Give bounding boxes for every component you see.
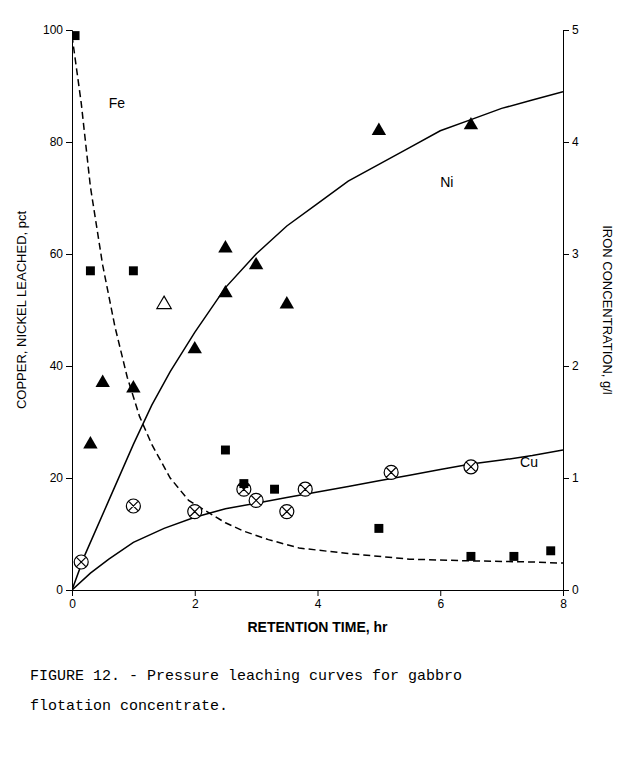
point — [239, 479, 248, 488]
tick-mark — [66, 590, 72, 591]
tick: 1 — [563, 471, 579, 485]
point — [221, 446, 230, 455]
annotation: Ni — [440, 174, 453, 190]
tick: 4 — [563, 135, 579, 149]
point — [249, 493, 263, 507]
tick-label: 1 — [572, 471, 579, 485]
tick: 0 — [69, 590, 76, 611]
tick: 100 — [43, 23, 72, 37]
y2-axis-title: IRON CONCENTRATION, g/l — [600, 225, 615, 395]
y-axis-title: COPPER, NICKEL LEACHED, pct — [14, 211, 29, 410]
point — [188, 341, 202, 353]
tick-mark — [563, 142, 569, 143]
axis-line — [73, 591, 564, 597]
tick-label: 6 — [437, 597, 444, 611]
point — [509, 552, 518, 561]
tick-mark — [66, 142, 72, 143]
tick: 60 — [50, 247, 72, 261]
point — [280, 505, 294, 519]
point — [157, 296, 171, 308]
tick-label: 2 — [192, 597, 199, 611]
point — [218, 285, 232, 297]
tick-mark — [195, 590, 196, 596]
chart: 02468020406080100012345NiCuFeRETENTION T… — [0, 0, 635, 772]
point — [270, 485, 279, 494]
x-axis-title: RETENTION TIME, hr — [248, 619, 389, 635]
tick: 2 — [563, 359, 579, 373]
point — [126, 380, 140, 392]
point — [464, 460, 478, 474]
axis-line — [66, 31, 73, 591]
tick: 0 — [563, 583, 579, 597]
point — [83, 436, 97, 448]
tick-label: 3 — [572, 247, 579, 261]
point — [249, 257, 263, 269]
point — [374, 524, 383, 533]
point — [188, 505, 202, 519]
point — [218, 240, 232, 252]
tick-label: 60 — [50, 247, 64, 261]
y2-axis: 0 1 2 3 4 5 — [563, 23, 579, 597]
tick-mark — [66, 478, 72, 479]
tick: 20 — [50, 471, 72, 485]
point — [74, 555, 88, 569]
tick-mark — [563, 590, 569, 591]
tick-label: 5 — [572, 23, 579, 37]
point — [86, 266, 95, 275]
tick-label: 2 — [572, 359, 579, 373]
tick-label: 100 — [43, 23, 63, 37]
line — [72, 450, 563, 590]
plot: 02468020406080100012345NiCuFeRETENTION T… — [14, 23, 615, 635]
axis-line — [564, 31, 570, 591]
point — [126, 499, 140, 513]
point — [280, 296, 294, 308]
point — [129, 266, 138, 275]
line — [72, 36, 563, 564]
tick: 8 — [560, 590, 567, 611]
tick-label: 0 — [572, 583, 579, 597]
x-axis: 0 2 4 6 8 — [69, 590, 567, 611]
tick-label: 0 — [56, 583, 63, 597]
point — [298, 482, 312, 496]
point — [372, 122, 386, 134]
tick: 80 — [50, 135, 72, 149]
tick-label: 80 — [50, 135, 64, 149]
tick: 4 — [315, 590, 322, 611]
tick-mark — [563, 478, 569, 479]
tick-mark — [318, 590, 319, 596]
y-axis: 0 20 40 60 80 100 — [43, 23, 73, 597]
tick-mark — [563, 254, 569, 255]
point — [466, 552, 475, 561]
annotation: Cu — [520, 454, 538, 470]
tick: 2 — [192, 590, 199, 611]
title: FIGURE 12. - Pressure leaching curves fo… — [30, 668, 462, 685]
tick-label: 20 — [50, 471, 64, 485]
tick: 0 — [56, 583, 72, 597]
point — [72, 31, 80, 40]
tick-mark — [66, 254, 72, 255]
tick: 3 — [563, 247, 579, 261]
tick: 5 — [563, 23, 579, 37]
tick-label: 0 — [69, 597, 76, 611]
tick-label: 8 — [560, 597, 567, 611]
line — [72, 92, 563, 590]
point — [384, 465, 398, 479]
tick-label: 4 — [315, 597, 322, 611]
tick-mark — [66, 30, 72, 31]
subtitle: flotation concentrate. — [30, 698, 228, 715]
tick: 6 — [437, 590, 444, 611]
marks — [72, 31, 563, 590]
tick-mark — [440, 590, 441, 596]
tick: 40 — [50, 359, 72, 373]
annotation: Fe — [109, 95, 126, 111]
tick-label: 40 — [50, 359, 64, 373]
point — [95, 374, 109, 386]
point — [464, 117, 478, 129]
tick-label: 4 — [572, 135, 579, 149]
tick-mark — [66, 366, 72, 367]
point — [546, 546, 555, 555]
tick-mark — [563, 30, 569, 31]
tick-mark — [563, 366, 569, 367]
